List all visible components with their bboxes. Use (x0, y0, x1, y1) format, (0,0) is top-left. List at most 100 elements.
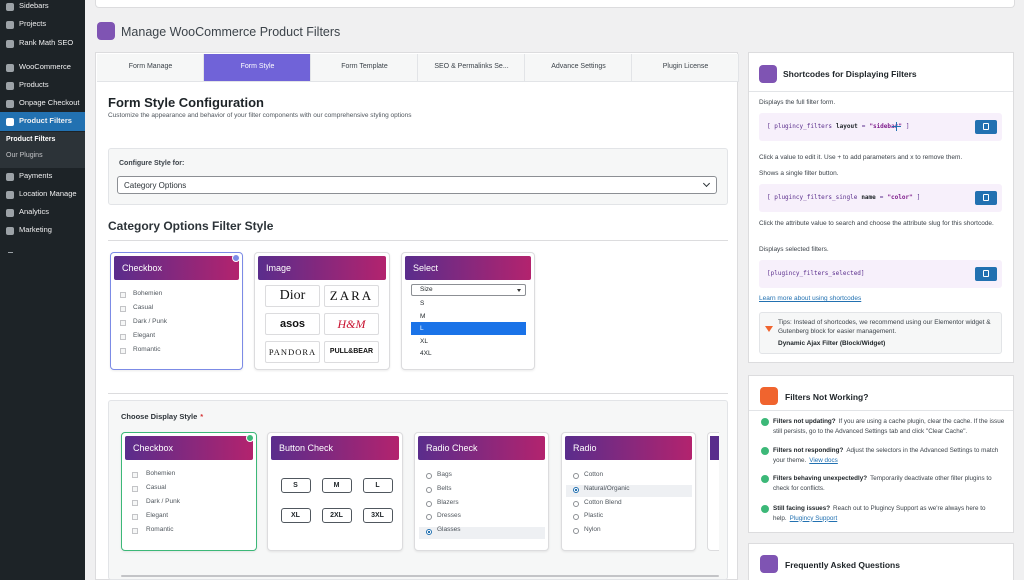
select-option[interactable]: 4XL (411, 347, 526, 360)
submenu-item[interactable]: Our Plugins (6, 152, 43, 159)
tab[interactable]: Form Style (204, 54, 311, 82)
size-label[interactable]: XL (291, 512, 300, 519)
menu-item[interactable]: Product Filters (19, 116, 72, 125)
tip-bold: Dynamic Ajax Filter (Block/Widget) (778, 340, 886, 347)
menu-item[interactable]: Products (19, 80, 49, 89)
menu-item[interactable]: WooCommerce (19, 62, 71, 71)
shortcodes-link[interactable]: Learn more about using shortcodes (759, 295, 862, 302)
style-card[interactable]: Button Check S M L XL 2XL 3XL (267, 432, 403, 551)
style-card[interactable]: Checkbox Bohemien Casual Dark / Punk Elegant… (121, 432, 257, 551)
option-label[interactable]: XL (420, 337, 428, 345)
copy-button[interactable] (975, 267, 997, 281)
checkbox-label: Bohemien (146, 470, 176, 477)
menu-item[interactable]: Sidebars (19, 1, 49, 10)
code-part[interactable]: "sidebar" (869, 123, 902, 130)
checkbox-label: Dark / Punk (146, 498, 180, 505)
select-option[interactable]: S (411, 297, 526, 310)
menu-item[interactable]: Analytics (19, 207, 50, 216)
divider (749, 410, 1013, 411)
tab[interactable]: Form Manage (97, 54, 204, 82)
tab[interactable]: Plugin License (632, 54, 739, 82)
menu-icon (6, 118, 14, 126)
menu-icon (6, 227, 14, 235)
radio-label: Nylon (584, 526, 601, 534)
copy-button[interactable] (975, 191, 997, 205)
required-mark: * (200, 412, 204, 421)
menu-item[interactable]: Onpage Checkout (19, 98, 80, 107)
help-link[interactable]: Plugincy Support (789, 514, 838, 522)
tab[interactable]: Form Template (311, 54, 418, 82)
menu-item[interactable]: Rank Math SEO (19, 38, 74, 47)
option-label[interactable]: L (420, 325, 424, 332)
code-part[interactable]: "color" (887, 194, 913, 201)
add-param[interactable] (892, 122, 901, 131)
menu-item[interactable]: Location Manage (19, 189, 77, 198)
check-icon (761, 447, 769, 455)
checkbox (132, 472, 138, 478)
shortcode-hint: Click a value to edit it. Use + to add p… (759, 154, 963, 161)
copy-button[interactable] (975, 120, 997, 134)
tab[interactable]: Advance Settings (525, 54, 632, 82)
tab-label[interactable]: Form Style (240, 63, 275, 70)
option-label[interactable]: 4XL (420, 350, 432, 357)
size-label[interactable]: 3XL (371, 512, 384, 519)
size-button[interactable]: L (363, 478, 393, 493)
select-option[interactable]: XL (411, 335, 526, 348)
shortcode-code: [ plugincy_filters_single name = "color"] (767, 194, 924, 201)
help-link[interactable]: View docs (809, 456, 838, 464)
radio-label: Cotton Blend (584, 498, 622, 506)
size-button[interactable]: XL (281, 508, 311, 523)
style-card[interactable]: Checkbox Bohemien Casual Dark / Punk Elegant… (110, 252, 243, 370)
top-bar (95, 0, 1015, 8)
size-label[interactable]: M (333, 482, 340, 489)
code-part: ] (916, 194, 921, 201)
select-chevron (702, 179, 711, 188)
style-card[interactable]: Select Size S M L XL 4XL (401, 252, 535, 370)
select-option[interactable]: M (411, 310, 526, 323)
tab-label[interactable]: Form Manage (128, 63, 173, 70)
card-title: Frequently Asked Questions (785, 560, 900, 570)
tab-label[interactable]: Form Template (341, 63, 388, 70)
checkbox (132, 514, 138, 520)
checkbox (132, 528, 138, 534)
tab[interactable]: SEO & Permalinks Se... (418, 54, 525, 82)
card-header: Checkbox (125, 436, 253, 460)
menu-icon (6, 209, 14, 217)
menu-item[interactable]: Projects (19, 19, 47, 28)
style-card[interactable]: Image Dior ZARA asos H&M PANDORA PULL&BEAR (254, 252, 390, 370)
size-button[interactable]: M (322, 478, 352, 493)
submenu-item[interactable]: Product Filters (6, 136, 56, 143)
size-button[interactable]: 2XL (322, 508, 352, 523)
configure-label: Configure Style for: (119, 160, 185, 167)
card-icon (759, 65, 777, 83)
option-label[interactable]: M (420, 312, 426, 320)
size-button[interactable]: S (281, 478, 311, 493)
style-card[interactable]: Radio Cotton Natural/Organic Cotton Blend Pl… (561, 432, 696, 551)
menu-item[interactable]: Payments (19, 171, 53, 180)
style-select[interactable]: Category Options (117, 176, 717, 194)
checkbox-label: Casual (133, 304, 154, 311)
card-header: Checkbox (114, 256, 239, 280)
answer: If you are using a cache plugin, clear t… (773, 418, 1005, 435)
shortcode-description: Shows a single filter button. (759, 170, 839, 177)
style-card[interactable]: Radio Check Bags Belts Blazers Dresses Glasse… (414, 432, 549, 551)
selected-dot (246, 434, 254, 442)
size-label[interactable]: L (375, 482, 380, 489)
tab-label[interactable]: SEO & Permalinks Se... (434, 63, 509, 70)
shortcode-description: Displays the full filter form. (759, 99, 836, 106)
select-option[interactable]: L (411, 322, 526, 335)
select-value[interactable]: Category Options (124, 181, 187, 190)
size-label[interactable]: S (293, 482, 298, 489)
code-part: = (861, 123, 866, 130)
tab-label[interactable]: Advance Settings (551, 63, 606, 70)
partial-card (707, 432, 719, 551)
checkbox (120, 348, 126, 354)
tab-label[interactable]: Plugin License (662, 63, 709, 70)
option-label[interactable]: S (420, 300, 425, 307)
size-button[interactable]: 3XL (363, 508, 393, 523)
brand-name: Dior (279, 288, 306, 303)
size-label[interactable]: 2XL (330, 512, 343, 519)
brand-tile: H&M (324, 313, 379, 335)
menu-item[interactable]: Marketing (19, 225, 52, 234)
